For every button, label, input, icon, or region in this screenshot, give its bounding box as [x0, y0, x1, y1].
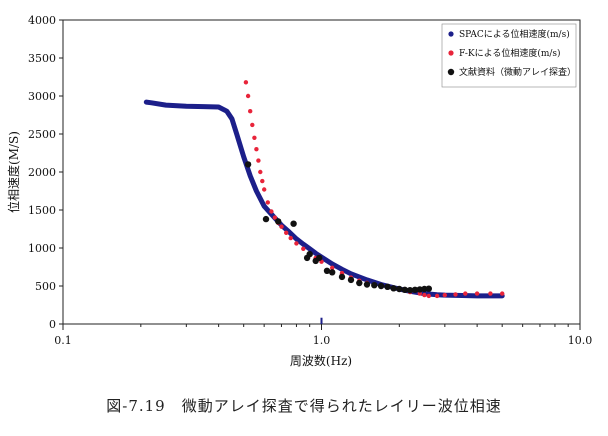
x-tick-label: 10.0: [568, 334, 593, 347]
series-layer: [143, 80, 505, 324]
legend-marker: [448, 50, 454, 56]
legend-box: [441, 23, 577, 88]
literature-data-point: [425, 285, 432, 292]
phase-velocity-chart: 0 500 1000 1500 2000 2500 3000 3500 4000 0.1 1.0 1…: [6, 14, 592, 368]
fk-velocity-point: [252, 135, 257, 140]
literature-data-point: [363, 281, 371, 288]
literature-data-point: [306, 250, 313, 258]
legend-label: 文献資料（微動アレイ探査）: [459, 66, 576, 78]
fk-velocity-point: [417, 291, 422, 296]
fk-velocity-point: [301, 246, 306, 251]
y-tick-label: 0: [49, 318, 56, 331]
literature-data-point: [406, 287, 414, 294]
series-1: [143, 99, 505, 299]
fk-velocity-point: [254, 147, 259, 152]
fk-velocity-point: [279, 224, 284, 229]
fk-velocity-point: [272, 215, 278, 220]
literature-data-point: [329, 269, 336, 276]
fk-velocity-point: [434, 293, 440, 299]
fk-velocity-point: [422, 292, 427, 298]
fk-velocity-point: [243, 80, 249, 85]
y-tick-label: 1500: [28, 204, 56, 217]
fk-velocity-point: [330, 265, 335, 270]
literature-data-point: [416, 286, 423, 293]
figure-caption: 図-7.19 微動アレイ探査で得られたレイリー波位相速: [106, 397, 502, 415]
fk-velocity-point: [488, 291, 493, 296]
x-tick-label: 0.1: [54, 334, 72, 347]
x-axis-title: 周波数(Hz): [290, 353, 352, 368]
literature-data-point: [390, 285, 397, 292]
series-3: [244, 161, 432, 294]
series-2: [243, 80, 505, 299]
y-axis-title: 位相速度(M/S): [6, 131, 21, 213]
legend-label: SPACによる位相速度(m/s): [459, 28, 570, 40]
y-axis-ticks: 0 500 1000 1500 2000 2500 3000 3500 4000: [28, 14, 63, 331]
y-tick-label: 2500: [28, 128, 56, 141]
literature-data-point: [347, 276, 355, 284]
legend-marker: [448, 31, 454, 37]
literature-data-point: [377, 282, 385, 290]
fk-velocity-point: [474, 291, 480, 296]
legend-label: F-Kによる位相速度(m/s): [459, 47, 561, 59]
literature-data-point: [323, 267, 331, 274]
literature-data-point: [316, 254, 323, 262]
literature-data-point: [290, 220, 297, 227]
fk-velocity-point: [256, 158, 261, 163]
literature-data-point: [401, 286, 408, 293]
fk-velocity-point: [500, 291, 505, 296]
fk-velocity-point: [288, 235, 293, 241]
fk-velocity-point: [245, 93, 251, 99]
literature-data-point: [262, 215, 270, 223]
literature-data-point: [371, 282, 378, 289]
literature-data-point: [396, 285, 403, 293]
fk-velocity-point: [284, 230, 289, 235]
literature-data-point: [275, 218, 282, 225]
x-tick-label: 1.0: [313, 334, 331, 347]
fk-velocity-point: [426, 293, 431, 299]
literature-data-point: [411, 286, 419, 293]
literature-data-point: [244, 161, 252, 168]
fk-velocity-point: [453, 292, 458, 297]
literature-data-point: [338, 273, 346, 281]
fk-velocity-point: [260, 178, 265, 184]
x-axis-ticks: 0.1 1.0 10.0: [54, 324, 592, 347]
fk-velocity-point: [250, 122, 255, 128]
literature-data-point: [384, 283, 391, 290]
y-tick-label: 2000: [28, 166, 56, 179]
spac-velocity-line: [143, 99, 505, 299]
fk-velocity-point: [294, 241, 299, 246]
fk-velocity-point: [248, 109, 253, 114]
y-tick-label: 3500: [28, 52, 56, 65]
fk-velocity-point: [442, 292, 447, 298]
y-tick-label: 3000: [28, 90, 56, 103]
fk-velocity-point: [265, 200, 270, 205]
fk-velocity-point: [269, 209, 274, 214]
fk-velocity-point: [463, 291, 468, 296]
literature-data-point: [356, 279, 363, 287]
y-tick-label: 500: [35, 280, 56, 293]
legend-marker: [447, 68, 455, 76]
legend: SPACによる位相速度(m/s) F-Kによる位相速度(m/s) 文献資料（微動アレ…: [441, 23, 577, 88]
fk-velocity-point: [262, 187, 267, 192]
fk-velocity-point: [258, 169, 263, 175]
y-tick-label: 1000: [28, 242, 56, 255]
y-tick-label: 4000: [28, 14, 56, 27]
